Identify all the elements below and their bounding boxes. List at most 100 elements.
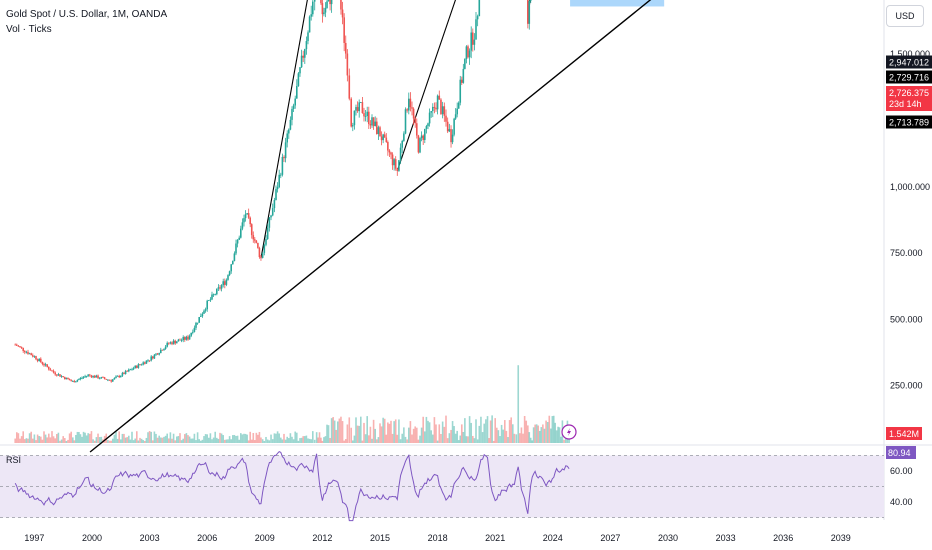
candle-body: [214, 294, 216, 296]
volume-bar: [260, 437, 262, 443]
candle-body: [203, 310, 205, 314]
candle-body: [216, 288, 218, 295]
volume-bar: [543, 428, 546, 443]
candle-body: [396, 168, 399, 171]
volume-bar: [441, 421, 444, 443]
candle-body: [391, 154, 394, 166]
candle-body: [30, 353, 32, 356]
candle-body: [225, 279, 228, 285]
volume-bar: [230, 439, 232, 443]
x-tick-label: 2033: [716, 533, 736, 543]
volume-bar: [496, 427, 498, 443]
candle-body: [343, 17, 345, 43]
volume-bar: [512, 424, 514, 443]
drawing-lines[interactable]: [0, 0, 884, 453]
candle-body: [204, 309, 207, 311]
candle-body: [278, 174, 280, 188]
candle-body: [209, 299, 212, 301]
candle-body: [163, 348, 165, 351]
volume-bar: [545, 420, 547, 443]
volume-bar: [240, 433, 242, 443]
candle-body: [236, 239, 239, 244]
candle-body: [472, 32, 474, 45]
volume-bar: [327, 425, 330, 443]
volume-bar: [87, 433, 89, 443]
volume-bar: [538, 430, 541, 443]
x-tick-label: 2039: [831, 533, 851, 543]
volume-bar: [193, 433, 196, 443]
volume-bar: [446, 438, 449, 443]
candle-body: [92, 375, 94, 378]
candle-body: [346, 53, 349, 76]
volume-bar: [228, 436, 231, 443]
volume-bar: [404, 436, 407, 443]
candle-body: [372, 117, 375, 127]
price-label-upper-bg: [886, 70, 932, 84]
volume-bar: [485, 419, 487, 443]
volume-bar: [43, 431, 45, 443]
volume-bar: [500, 424, 503, 443]
volume-bar: [236, 435, 239, 443]
candle-body: [393, 159, 395, 166]
volume-bar: [72, 437, 74, 443]
volume-bar: [163, 436, 165, 443]
volume-bar: [123, 433, 125, 443]
candle-body: [188, 335, 191, 340]
candle-body: [241, 222, 244, 229]
candle-body: [276, 187, 279, 190]
candle-body: [459, 79, 462, 103]
volume-bar: [390, 420, 392, 443]
volume-bar: [464, 418, 466, 443]
volume-bar: [261, 439, 264, 443]
candle-body: [420, 135, 423, 139]
candle-body: [179, 339, 181, 341]
volume-bar: [391, 433, 394, 443]
volume-bar: [534, 424, 536, 443]
volume-bar: [64, 438, 66, 443]
volume-bar: [206, 434, 208, 443]
impulse-line[interactable]: [260, 0, 317, 259]
candle-body: [440, 99, 442, 115]
countdown-label: 23d 14h: [889, 99, 922, 109]
impulse-line[interactable]: [527, 0, 563, 20]
candle-body: [363, 113, 365, 117]
y-tick-label: 750.000: [890, 248, 923, 258]
candle-body: [383, 134, 386, 138]
y-tick-label: 1,500.000: [890, 49, 930, 59]
volume-bar: [343, 440, 345, 443]
volume-bar: [100, 436, 103, 443]
candle-body: [115, 376, 117, 378]
volume-bar: [453, 426, 455, 443]
candle-body: [353, 110, 356, 126]
candle-body: [528, 0, 531, 24]
volume-bar: [417, 439, 420, 443]
candle-body: [291, 108, 293, 120]
volume-bar: [92, 439, 94, 443]
zones[interactable]: Sell ZoneBuying Zone: [570, 0, 665, 7]
volume-bar: [360, 416, 362, 443]
impulse-line[interactable]: [396, 0, 487, 172]
buying-zone-box[interactable]: [570, 0, 665, 7]
candle-body: [350, 98, 352, 127]
volume-bar: [89, 433, 91, 443]
volume-bar: [358, 425, 360, 443]
candle-body: [44, 364, 47, 366]
volume-bar: [132, 440, 135, 443]
candle-body: [123, 372, 125, 375]
volume-bar: [473, 438, 476, 443]
volume-bar: [120, 439, 122, 443]
candle-body: [473, 39, 476, 45]
currency-button[interactable]: USD: [886, 5, 924, 27]
candle-body: [313, 0, 316, 2]
candle-body: [388, 150, 391, 153]
support-trendline[interactable]: [89, 0, 774, 453]
candle-body: [174, 340, 176, 344]
volume-bar: [27, 438, 29, 443]
volume-bar: [454, 433, 457, 443]
candle-body: [89, 374, 91, 376]
candle-body: [100, 377, 103, 379]
volume-bar: [40, 436, 42, 443]
volume-bar: [276, 431, 279, 443]
candle-body: [24, 350, 26, 353]
